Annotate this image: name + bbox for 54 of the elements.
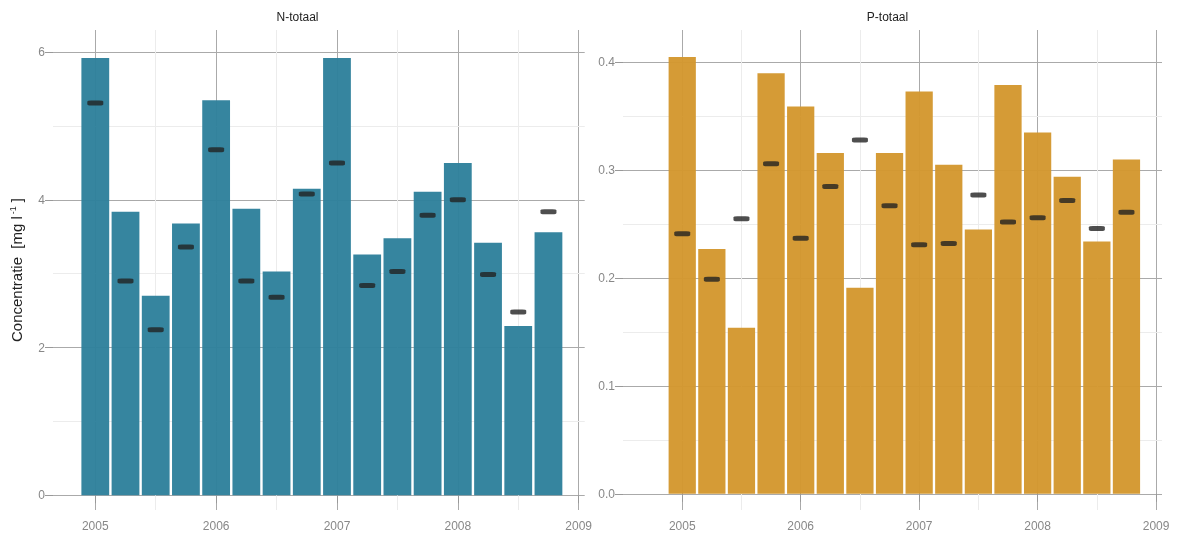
chart-title: N-totaal	[276, 10, 319, 24]
bar	[202, 100, 231, 496]
x-tick-label: 2006	[787, 519, 815, 533]
bar	[727, 327, 756, 494]
y-tick-label: 6	[38, 45, 46, 60]
bar	[1053, 176, 1081, 494]
bar	[1083, 241, 1111, 494]
bar	[111, 211, 140, 496]
bar	[141, 295, 170, 496]
bar	[262, 271, 291, 496]
bar	[1112, 159, 1141, 494]
y-tick-label: 0	[38, 488, 46, 503]
bar	[443, 162, 472, 496]
bar	[474, 242, 502, 496]
y-tick-label: 2	[38, 340, 46, 355]
bar	[905, 91, 933, 494]
y-tick-label: 0.2	[598, 271, 616, 286]
bar	[81, 58, 110, 496]
bar	[413, 191, 442, 496]
bar	[1023, 132, 1052, 494]
bar	[292, 188, 321, 496]
bar	[994, 85, 1022, 494]
x-tick-label: 2005	[668, 519, 696, 533]
bar	[172, 223, 200, 496]
bar	[757, 73, 785, 494]
x-tick-label: 2007	[905, 519, 933, 533]
bar	[353, 254, 382, 496]
x-tick-label: 2007	[323, 519, 351, 533]
bar	[232, 208, 261, 496]
y-tick-label: 0.4	[598, 55, 616, 70]
bar	[846, 287, 874, 494]
bar	[698, 248, 726, 494]
x-tick-label: 2008	[444, 519, 472, 533]
x-tick-label: 2009	[1142, 519, 1170, 533]
bar	[323, 58, 351, 496]
bar	[816, 152, 844, 494]
y-axis-title: Concentratie [mg l-1]	[7, 197, 25, 343]
bar	[534, 232, 563, 496]
x-tick-label: 2005	[81, 519, 109, 533]
y-tick-label: 4	[38, 192, 46, 207]
bar	[875, 152, 904, 494]
bar	[668, 56, 696, 494]
x-tick-label: 2006	[202, 519, 230, 533]
bar	[935, 164, 963, 494]
x-tick-label: 2008	[1024, 519, 1052, 533]
bar	[504, 326, 533, 496]
y-tick-label: 0.0	[598, 486, 616, 501]
chart-title: P-totaal	[866, 10, 909, 24]
bar	[787, 106, 815, 494]
x-tick-label: 2009	[565, 519, 593, 533]
y-tick-label: 0.1	[598, 378, 616, 393]
bar	[383, 238, 412, 496]
bar	[964, 229, 993, 494]
y-tick-label: 0.3	[598, 163, 616, 178]
